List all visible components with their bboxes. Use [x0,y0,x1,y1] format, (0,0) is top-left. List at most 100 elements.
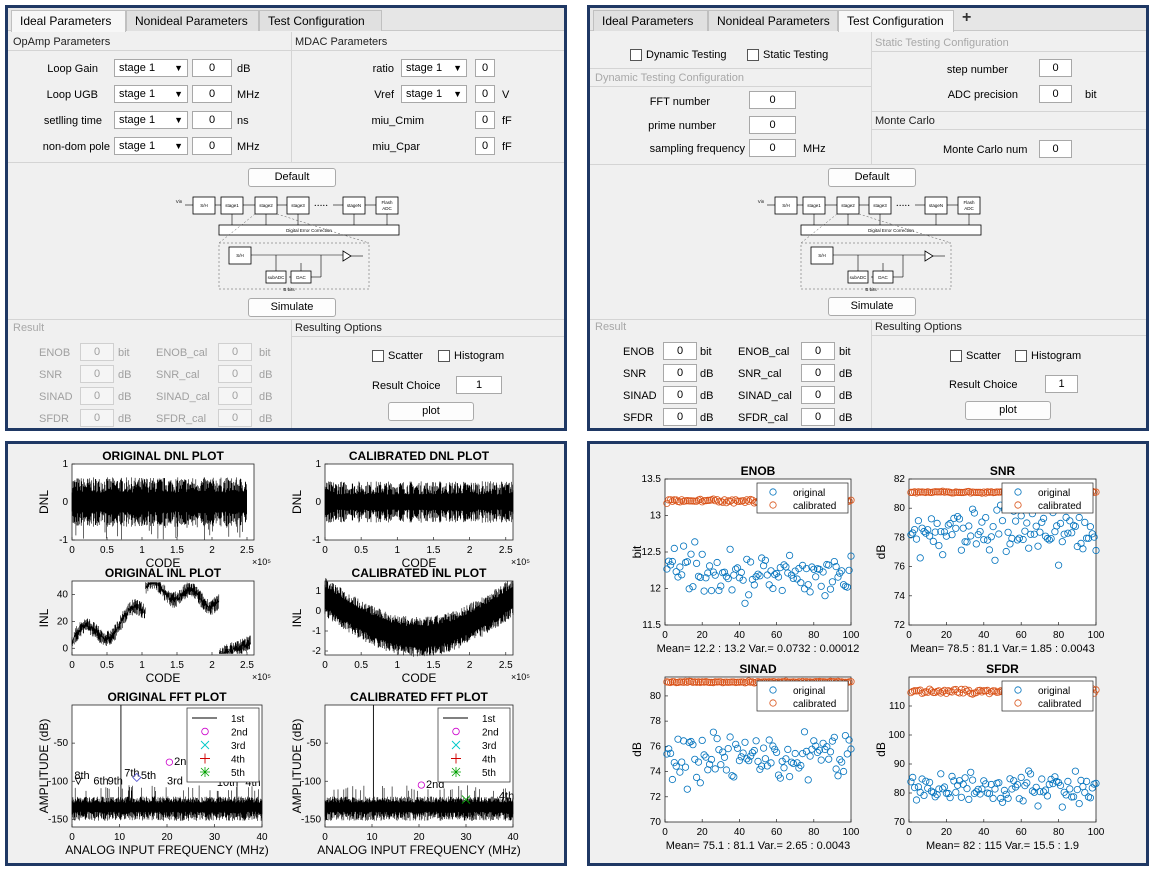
add-tab-icon[interactable]: + [962,9,972,26]
prime-number-input[interactable]: 0 [749,116,796,134]
scatter-legend: original calibrated [756,680,849,712]
chart-6: ENOB bit 0 20 40 60 80 100 11.5 12 12.5 13 13.5 origi… [630,464,860,655]
settling-time-input[interactable]: 0 [192,111,232,129]
y-tick-label: -50 [307,738,322,749]
original-point [1088,784,1096,792]
plot-button[interactable]: plot [965,401,1051,420]
original-point [1043,792,1051,800]
x-tick-label: 60 [771,827,783,838]
x-exponent-label: ×10⁵ [252,672,271,682]
default-button[interactable]: Default [248,168,336,187]
diagram-dac-label: DAC [296,275,306,280]
chart-7: SNR dB 0 20 40 60 80 100 72 74 76 78 80 82 original cal… [874,464,1105,655]
ratio-input[interactable]: 0 [475,59,495,77]
plot-button[interactable]: plot [388,402,474,421]
sampling-frequency-input[interactable]: 0 [749,139,796,157]
original-point [972,788,980,796]
result-choice-input[interactable]: 1 [456,376,502,394]
chart-9: SFDR dB 0 20 40 60 80 100 70 80 90 100 110 original ca… [874,662,1105,852]
calibrated-point [728,678,736,686]
y-axis-label: INL [37,608,51,627]
sinad-cal-label: SINAD_cal [738,390,792,402]
non-dom-pole-input[interactable]: 0 [192,137,232,155]
original-point [668,775,677,784]
pipeline-adc-diagram: S/H stage1 stage2 stage3 • • • • • stage… [758,196,982,292]
monte-carlo-input[interactable]: 0 [1039,140,1072,158]
legend-marker-calibrated [1014,699,1022,707]
original-point [1034,542,1042,550]
y-axis-label: dB [630,742,644,757]
original-point [739,576,747,584]
vref-input[interactable]: 0 [475,85,495,103]
scatter-checkbox[interactable] [372,350,384,362]
original-point [1039,514,1048,523]
original-point [950,514,958,523]
original-point [719,748,727,756]
dropdown-value: stage 1 [406,62,443,74]
tab-nonideal-parameters[interactable]: Nonideal Parameters [708,10,838,31]
chart-8: SINAD dB 0 20 40 60 80 100 70 72 74 76 78 80 original c… [630,662,860,852]
fft-number-input[interactable]: 0 [749,91,796,109]
stage-dropdown[interactable]: stage 1 ▼ [114,59,188,77]
stage-dropdown[interactable]: stage 1 ▼ [114,85,188,103]
original-point [663,565,671,573]
loop-ugb-input[interactable]: 0 [192,85,232,103]
original-point [674,735,682,743]
enob-label: ENOB [623,346,655,358]
x-tick-label: 20 [161,832,173,843]
y-tick-label: -100 [301,776,321,787]
chart-title: ENOB [741,464,776,478]
histogram-checkbox[interactable] [1015,350,1027,362]
original-point [1081,788,1089,797]
simulate-button[interactable]: Simulate [828,297,916,316]
tab-test-configuration[interactable]: Test Configuration [838,10,954,32]
y-axis-label: AMPLITUDE (dB) [290,719,304,814]
ratio-stage-dropdown[interactable]: stage 1 ▼ [401,59,467,77]
dynamic-testing-checkbox[interactable] [630,49,642,61]
miu-cmim-input[interactable]: 0 [475,111,495,129]
tab-nonideal-parameters[interactable]: Nonideal Parameters [126,10,259,31]
original-point [760,562,768,570]
calibrated-point [717,497,725,505]
unit-label: V [502,89,510,101]
original-point [800,585,809,593]
original-point [989,523,997,531]
default-button[interactable]: Default [828,168,916,187]
original-point [982,780,990,788]
adc-precision-input[interactable]: 0 [1039,85,1072,103]
original-point [1071,522,1079,531]
original-point [828,737,836,745]
static-testing-checkbox[interactable] [747,49,759,61]
original-point [761,556,769,564]
original-point [672,568,680,576]
original-point [1004,794,1012,802]
tab-ideal-parameters[interactable]: Ideal Parameters [593,10,708,31]
scatter-checkbox[interactable] [950,350,962,362]
x-tick-label: 1 [139,660,145,671]
original-point [747,558,755,566]
stage-dropdown[interactable]: stage 1 ▼ [114,137,188,155]
legend-entry: 2nd [231,728,248,739]
result-choice-input[interactable]: 1 [1045,375,1078,393]
step-number-input[interactable]: 0 [1039,59,1072,77]
original-point [1045,780,1053,788]
simulate-button[interactable]: Simulate [248,298,336,317]
chart-4: ORIGINAL FFT PLOT ANALOG INPUT FREQUENCY … [37,690,269,857]
original-point [711,571,719,579]
histogram-checkbox[interactable] [438,350,450,362]
tab-ideal-parameters[interactable]: Ideal Parameters [11,10,126,32]
stage-dropdown[interactable]: stage 1 ▼ [114,111,188,129]
loop-gain-input[interactable]: 0 [192,59,232,77]
vref-stage-dropdown[interactable]: stage 1 ▼ [401,85,467,103]
original-point [687,550,695,558]
original-point [1092,779,1100,787]
original-point [924,526,932,534]
original-point [1036,528,1044,536]
y-tick-label: 70 [894,817,906,828]
miu-cpar-input[interactable]: 0 [475,137,495,155]
original-point [944,521,952,529]
original-point [1086,794,1094,802]
tab-test-configuration[interactable]: Test Configuration [259,10,382,31]
original-point [1019,535,1027,544]
calibrated-point [929,688,937,697]
